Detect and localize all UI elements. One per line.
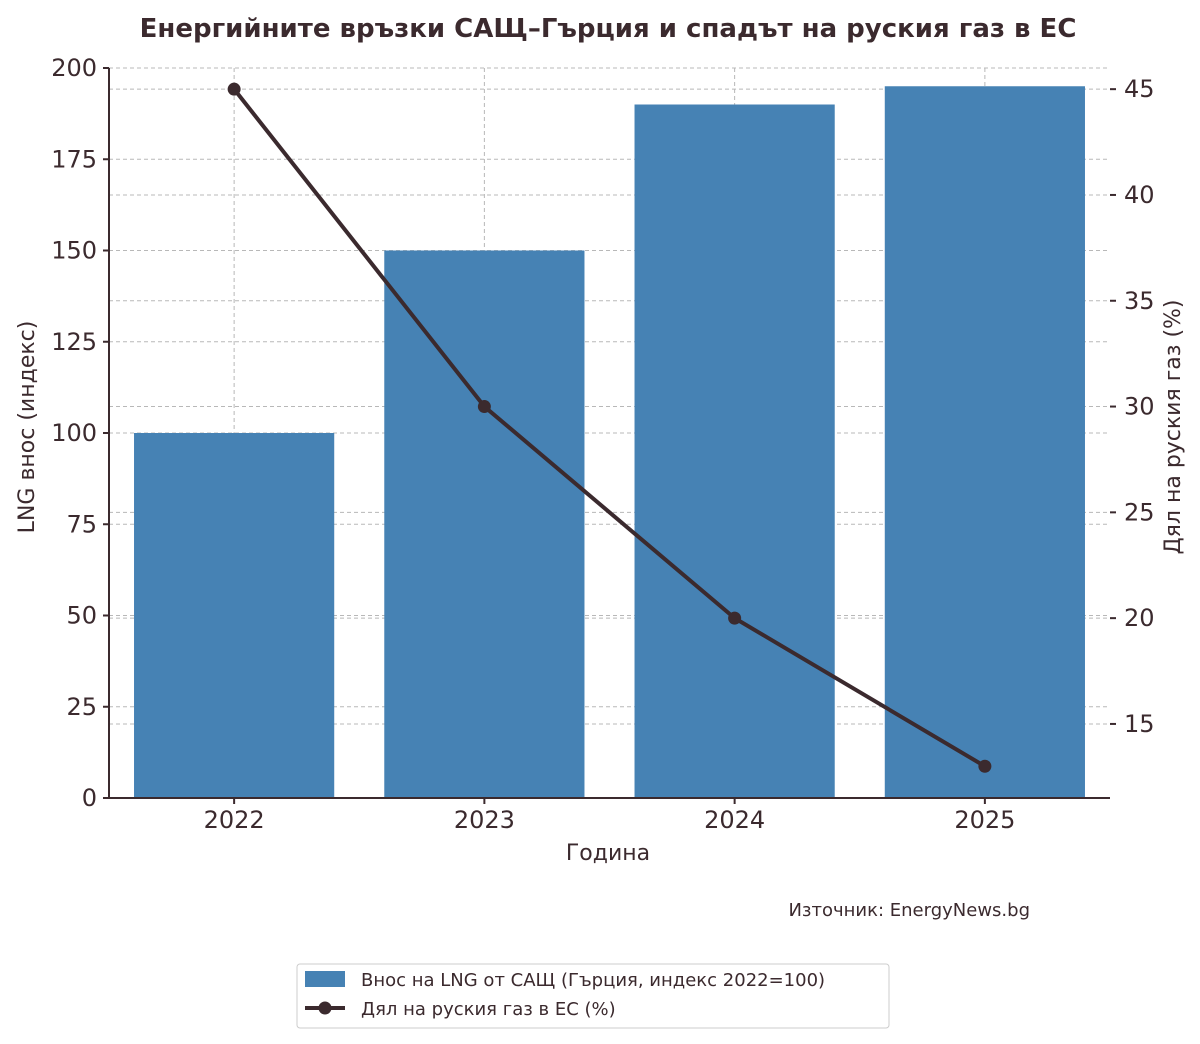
bar-2022 — [134, 433, 335, 798]
tick-label-left-0: 0 — [82, 784, 97, 812]
tick-label-left-6: 150 — [51, 237, 97, 265]
right-axis-ticks: 15 20 25 30 35 40 45 — [1110, 75, 1155, 738]
legend-box — [296, 963, 890, 1029]
tick-label-left-7: 175 — [51, 145, 97, 173]
tick-label-right-1: 20 — [1124, 604, 1155, 632]
tick-label-right-2: 25 — [1124, 498, 1155, 526]
line-point-2022 — [227, 82, 241, 96]
line-point-2025 — [978, 759, 992, 773]
source-note: Източник: EnergyNews.bg — [788, 900, 1030, 921]
tick-label-left-8: 200 — [51, 54, 97, 82]
line-point-2023 — [477, 400, 491, 414]
bar-2024 — [634, 104, 835, 798]
chart-title: Енергийните връзки САЩ–Гърция и спадът н… — [140, 14, 1077, 44]
tick-label-right-3: 30 — [1124, 393, 1155, 421]
legend: Внос на LNG от САЩ (Гърция, индекс 2022=… — [296, 963, 890, 1029]
tick-label-left-4: 100 — [51, 419, 97, 447]
line-point-2024 — [728, 611, 742, 625]
x-axis-ticks: 2022 2023 2024 2025 — [204, 798, 1015, 834]
tick-label-x-2024: 2024 — [704, 806, 765, 834]
tick-label-left-2: 50 — [66, 602, 97, 630]
bars — [134, 86, 1085, 798]
bar-2023 — [384, 250, 585, 798]
tick-label-right-6: 45 — [1124, 75, 1155, 103]
line-russian-gas-share — [232, 87, 986, 768]
legend-line-label: Дял на руския газ в ЕС (%) — [361, 999, 616, 1020]
tick-label-x-2025: 2025 — [954, 806, 1015, 834]
tick-label-left-5: 125 — [51, 328, 97, 356]
y-axis-label-left: LNG внос (индекс) — [15, 321, 40, 534]
tick-label-left-1: 25 — [66, 693, 97, 721]
line-series — [227, 82, 992, 773]
y-axis-label-right: Дял на руския газ (%) — [1161, 299, 1186, 554]
tick-label-right-5: 40 — [1124, 181, 1155, 209]
left-axis-ticks: 0 25 50 75 100 125 150 175 200 — [51, 54, 109, 812]
x-axis-label: Година — [566, 841, 650, 866]
legend-line-marker — [318, 1001, 332, 1015]
tick-label-right-4: 35 — [1124, 287, 1155, 315]
legend-bar-swatch — [305, 971, 345, 987]
tick-label-right-0: 15 — [1124, 710, 1155, 738]
tick-label-x-2023: 2023 — [454, 806, 515, 834]
tick-label-left-3: 75 — [66, 510, 97, 538]
bar-2025 — [884, 86, 1085, 798]
legend-bar-label: Внос на LNG от САЩ (Гърция, индекс 2022=… — [361, 970, 825, 991]
tick-label-x-2022: 2022 — [204, 806, 265, 834]
